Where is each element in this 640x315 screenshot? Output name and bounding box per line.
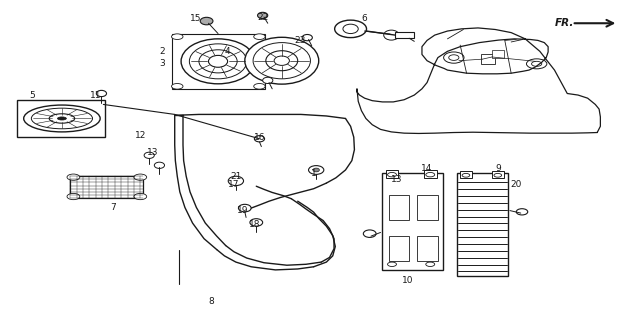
Text: 2: 2 [159, 47, 164, 56]
Ellipse shape [344, 26, 357, 34]
Ellipse shape [24, 105, 100, 132]
Ellipse shape [199, 50, 237, 73]
Bar [460, 171, 472, 178]
Ellipse shape [245, 37, 319, 84]
Text: 17: 17 [228, 180, 240, 189]
Ellipse shape [384, 30, 399, 40]
Text: 18: 18 [249, 220, 260, 229]
Text: 23: 23 [294, 36, 305, 45]
Ellipse shape [337, 22, 365, 37]
Bar [383, 173, 443, 270]
Text: 8: 8 [209, 297, 214, 306]
Ellipse shape [172, 83, 183, 89]
Ellipse shape [134, 193, 147, 200]
Text: FR.: FR. [554, 18, 574, 28]
Bar [386, 170, 398, 178]
Text: 3: 3 [159, 59, 165, 68]
Ellipse shape [308, 166, 324, 175]
Bar [457, 173, 508, 276]
Ellipse shape [494, 174, 502, 177]
Text: 7: 7 [110, 203, 116, 212]
Ellipse shape [189, 44, 246, 79]
Ellipse shape [228, 176, 244, 186]
Bar [389, 195, 409, 220]
Ellipse shape [274, 56, 289, 66]
Ellipse shape [250, 219, 262, 226]
Text: 10: 10 [402, 276, 413, 285]
Bar [70, 175, 143, 198]
Ellipse shape [462, 174, 470, 177]
Ellipse shape [253, 43, 310, 79]
Text: 14: 14 [421, 164, 433, 173]
Text: 13: 13 [147, 148, 158, 157]
Ellipse shape [527, 59, 547, 69]
Ellipse shape [253, 83, 265, 89]
Ellipse shape [31, 108, 93, 129]
Ellipse shape [58, 117, 67, 120]
Ellipse shape [444, 52, 464, 63]
Ellipse shape [200, 17, 213, 25]
Ellipse shape [449, 55, 459, 60]
Text: 15: 15 [190, 14, 202, 23]
Bar [389, 236, 409, 261]
Ellipse shape [144, 152, 154, 158]
Text: 6: 6 [362, 14, 367, 23]
Ellipse shape [134, 174, 147, 180]
Ellipse shape [302, 34, 312, 41]
Ellipse shape [209, 55, 228, 67]
Ellipse shape [388, 262, 396, 266]
Bar [424, 170, 436, 178]
Text: 1: 1 [311, 169, 317, 178]
Text: 22: 22 [257, 13, 268, 21]
Ellipse shape [97, 90, 106, 97]
Bar [172, 34, 264, 89]
Text: 11: 11 [90, 90, 102, 100]
Ellipse shape [154, 162, 164, 169]
Text: 16: 16 [253, 133, 265, 142]
Bar [492, 171, 504, 178]
Ellipse shape [253, 34, 265, 39]
Ellipse shape [239, 204, 251, 212]
Bar [17, 100, 105, 137]
Text: 13: 13 [390, 175, 402, 184]
Ellipse shape [532, 61, 541, 66]
Ellipse shape [172, 34, 183, 39]
Text: 5: 5 [29, 90, 35, 100]
Ellipse shape [266, 51, 298, 71]
Text: 21: 21 [230, 172, 241, 181]
Ellipse shape [254, 136, 264, 142]
Text: 4: 4 [225, 47, 230, 56]
Text: 9: 9 [495, 164, 501, 173]
Ellipse shape [313, 168, 319, 172]
Bar [417, 195, 438, 220]
Bar [395, 32, 414, 38]
Ellipse shape [257, 12, 268, 19]
Ellipse shape [364, 230, 376, 238]
Text: 12: 12 [134, 131, 146, 140]
Ellipse shape [67, 174, 80, 180]
Bar [417, 236, 438, 261]
Text: 20: 20 [511, 180, 522, 189]
Ellipse shape [343, 24, 358, 34]
Bar [492, 50, 504, 58]
Ellipse shape [49, 114, 75, 123]
Text: 19: 19 [237, 206, 248, 215]
Ellipse shape [262, 77, 273, 83]
Ellipse shape [388, 173, 396, 177]
Ellipse shape [516, 209, 528, 215]
Ellipse shape [426, 262, 435, 266]
Ellipse shape [181, 39, 255, 84]
Ellipse shape [335, 20, 367, 37]
Ellipse shape [426, 173, 435, 177]
Bar [481, 54, 495, 64]
Ellipse shape [67, 193, 80, 200]
